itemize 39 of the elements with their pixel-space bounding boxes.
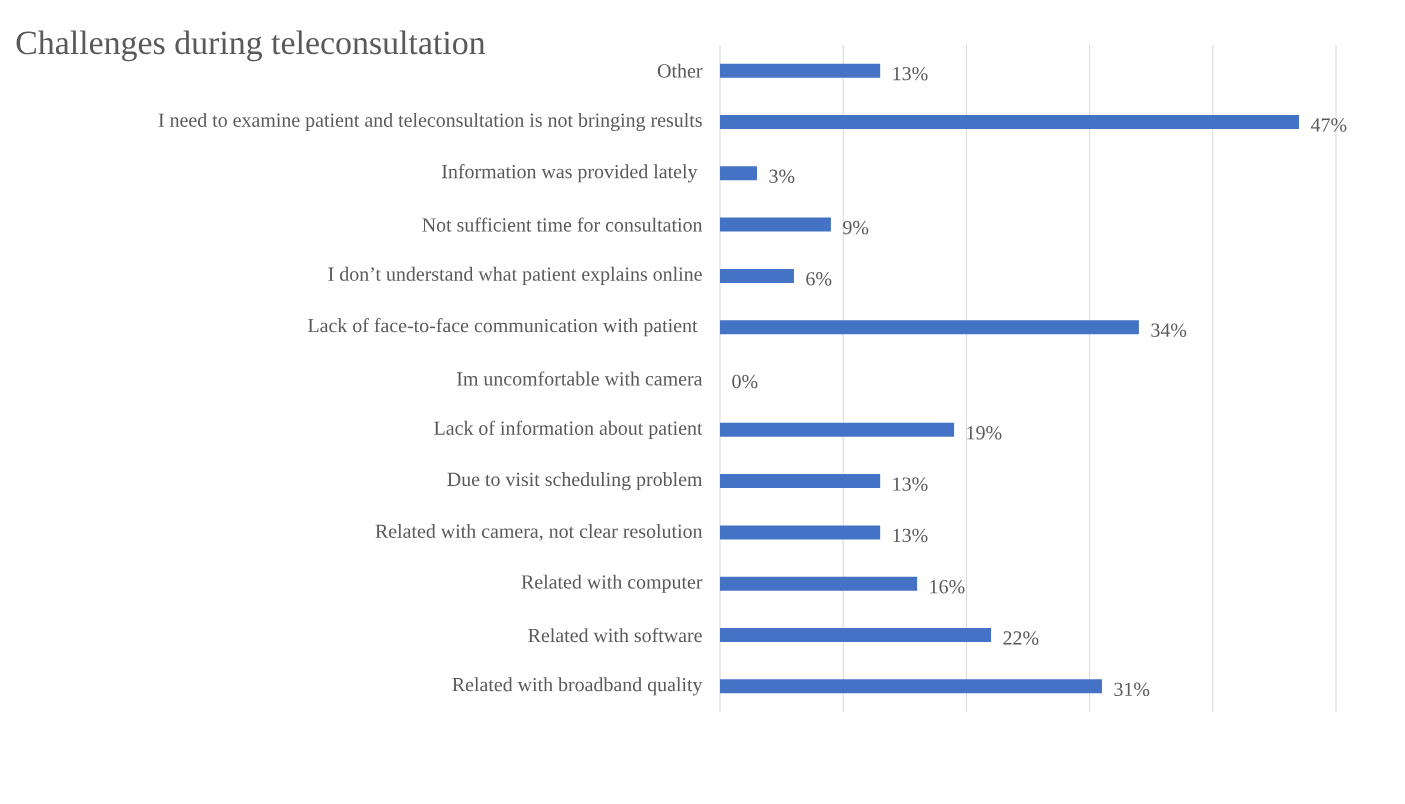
bar (720, 628, 992, 643)
y-tick-label: Not sufficient time for consultation (422, 217, 703, 232)
y-tick-label: Related with computer (521, 574, 703, 593)
bar (720, 217, 831, 232)
y-tick-label: Due to visit scheduling problem (447, 472, 703, 491)
y-tick-label: Im uncomfortable with camera (457, 371, 703, 386)
bar (720, 63, 881, 78)
data-label: 13% (893, 528, 928, 543)
y-tick-label: Lack of face-to-face communication with patient (308, 318, 698, 337)
y-tick-label: Related with camera, not clear resolution (375, 523, 703, 541)
y-tick-label: Related with broadband quality (452, 677, 703, 696)
bar (720, 268, 794, 283)
data-label: 0% (732, 374, 758, 389)
data-label: 13% (893, 66, 928, 81)
y-tick-label: I don’t understand what patient explains online (328, 266, 702, 285)
y-tick-label: Lack of information about patient (434, 420, 703, 439)
data-label: 9% (843, 220, 869, 235)
bar (720, 525, 881, 540)
bar (720, 474, 881, 489)
y-tick-label: Information was provided lately (442, 164, 698, 183)
y-tick-label: Other (657, 63, 703, 78)
data-label: 22% (1003, 631, 1039, 645)
bar (720, 422, 955, 437)
bar (720, 320, 1139, 335)
bar (720, 166, 757, 181)
data-label: 47% (1310, 118, 1347, 132)
data-label: 6% (806, 272, 832, 286)
data-label: 16% (930, 579, 965, 594)
data-label: 31% (1114, 682, 1150, 697)
data-label: 34% (1151, 323, 1187, 337)
bar (720, 114, 1300, 129)
text: Challenges during teleconsultation (16, 30, 486, 62)
y-tick-label: I need to examine patient and teleconsultation is not bringing results (158, 112, 702, 132)
bar (720, 576, 918, 591)
data-label: 3% (769, 169, 795, 184)
bar (720, 679, 1102, 694)
data-label: 19% (967, 426, 1002, 440)
y-tick-label: Related with software (528, 627, 702, 643)
data-label: 13% (893, 477, 928, 491)
